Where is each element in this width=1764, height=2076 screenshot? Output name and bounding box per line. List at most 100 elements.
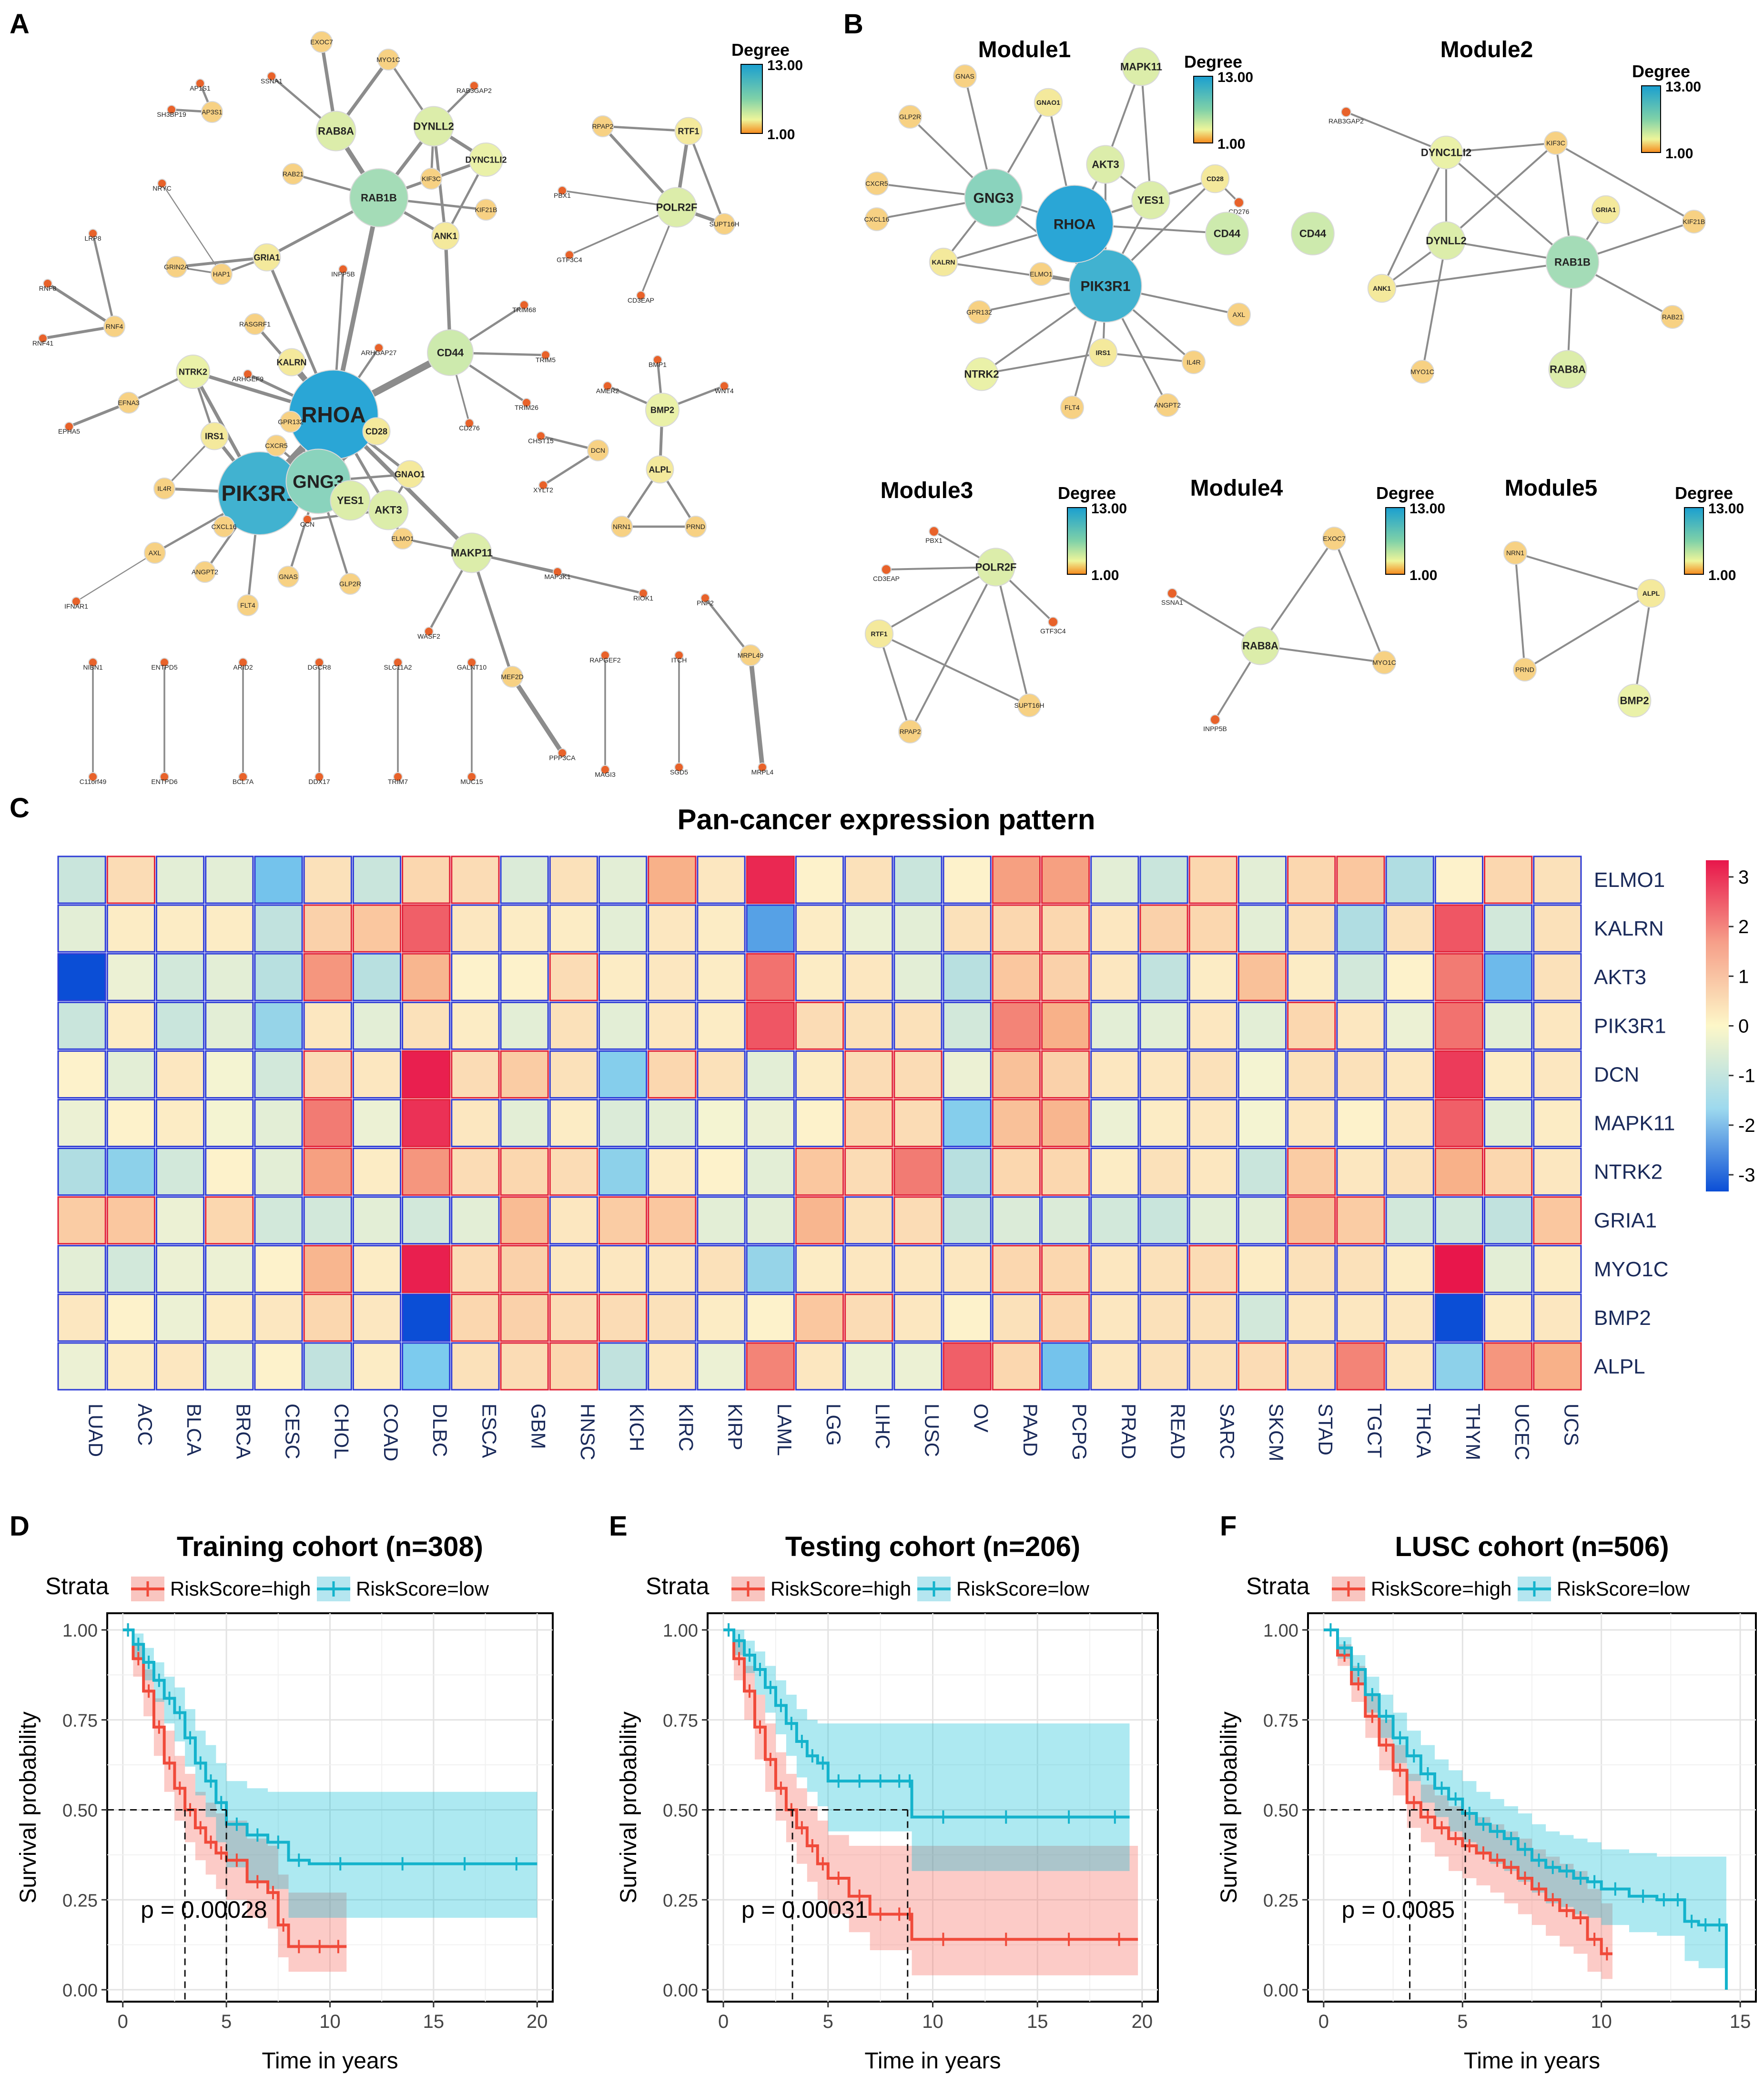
km-xtick-label: 0 <box>118 2011 128 2032</box>
module-label-rhoa: RHOA <box>1054 217 1095 233</box>
km-ytick-label: 1.00 <box>62 1621 98 1641</box>
heatmap-column-label: OV <box>970 1404 993 1433</box>
network-label-trim26: TRIM26 <box>515 404 538 411</box>
module-node-glp2r <box>898 105 922 129</box>
heatmap-cell <box>1484 1050 1533 1099</box>
heatmap-cell <box>598 1245 648 1293</box>
heatmap-cell <box>1090 953 1139 1001</box>
heatmap-cell <box>697 904 746 953</box>
module-label-myo1c: MYO1C <box>1410 368 1434 376</box>
network-node-irs1 <box>200 422 229 450</box>
network-node-bcl7a <box>238 772 248 782</box>
network-label-ssna1: SSNA1 <box>261 77 283 85</box>
network-label-cxcl16: CXCL16 <box>212 523 237 530</box>
km-title: LUSC cohort (n=506) <box>1395 1531 1669 1562</box>
heatmap-cell <box>697 1196 746 1245</box>
network-node-muc15 <box>467 772 476 782</box>
heatmap-cell <box>254 1245 303 1293</box>
network-label-ntrk2: NTRK2 <box>179 367 207 377</box>
heatmap-cell <box>1090 1001 1139 1050</box>
network-node-pbx1 <box>558 186 567 195</box>
heatmap-cell <box>1041 1245 1090 1293</box>
network-node-kif21b <box>475 199 497 221</box>
heatmap-cell <box>1237 1293 1287 1342</box>
network-node-arhgef9 <box>243 369 253 379</box>
survival-lusc-panel: LUSC cohort (n=506) Strata RiskScore=high R… <box>1217 1531 1757 2074</box>
heatmap-cell <box>1287 1148 1336 1196</box>
network-label-dynll2: DYNLL2 <box>413 121 454 132</box>
network-node-mrpl49 <box>740 644 761 666</box>
heatmap-cell <box>451 1001 500 1050</box>
heatmap-cell <box>943 953 992 1001</box>
km-xtick-label: 15 <box>423 2011 445 2032</box>
degree-legend-title: Degree <box>1058 483 1116 503</box>
heatmap-cell <box>254 1148 303 1196</box>
heatmap-cell <box>402 1196 451 1245</box>
km-ytick-label: 0.50 <box>663 1801 698 1821</box>
module-node-myo1c <box>1372 651 1396 674</box>
heatmap-cell <box>1533 1050 1582 1099</box>
heatmap-cell <box>1139 1050 1188 1099</box>
module-node-gtf3c4 <box>1048 617 1058 627</box>
heatmap-cell <box>451 1245 500 1293</box>
heatmap-cell <box>648 1001 697 1050</box>
network-node-entpd6 <box>160 772 169 782</box>
network-label-dcn: DCN <box>591 447 605 454</box>
module-node-gria1 <box>1591 195 1621 224</box>
km-legend-label-low: RiskScore=low <box>356 1577 489 1600</box>
heatmap-cell <box>402 1050 451 1099</box>
heatmap-cell <box>57 1001 106 1050</box>
module-label-cxcr5: CXCR5 <box>865 180 888 187</box>
heatmap-colorbar <box>1706 860 1729 1191</box>
module-node-flt4 <box>1060 396 1084 419</box>
heatmap-cell <box>1090 1148 1139 1196</box>
heatmap-cell <box>549 855 598 904</box>
module-label-cd44: CD44 <box>1299 228 1327 240</box>
heatmap-cell <box>451 1293 500 1342</box>
module-label-kif3c: KIF3C <box>1546 139 1565 147</box>
heatmap-cell <box>57 855 106 904</box>
heatmap-cell <box>893 904 943 953</box>
heatmap-column-label: PRAD <box>1117 1404 1140 1459</box>
heatmap-cell <box>697 1001 746 1050</box>
heatmap-cell <box>992 855 1041 904</box>
module-node-cd276 <box>1234 197 1244 208</box>
heatmap-cell <box>500 904 549 953</box>
degree-legend-min: 1.00 <box>1665 146 1693 162</box>
module-node-ank1 <box>1367 274 1397 303</box>
heatmap-cell <box>746 904 795 953</box>
network-label-mef2d: MEF2D <box>501 673 523 681</box>
heatmap-cell <box>155 1001 205 1050</box>
network-node-alpl <box>646 455 674 484</box>
network-node-ssna1 <box>267 71 276 81</box>
heatmap-cell <box>1287 1342 1336 1391</box>
km-legend-label-high: RiskScore=high <box>170 1577 311 1600</box>
module-label-gnao1: GNAO1 <box>1036 99 1060 106</box>
module-node-mapk11 <box>1122 47 1161 86</box>
module-node-ntrk2 <box>964 357 999 391</box>
heatmap-cell <box>697 1148 746 1196</box>
km-band-low <box>1323 1630 1726 1990</box>
network-label-riok1: RIOK1 <box>633 594 653 602</box>
module-node-cd28 <box>1200 164 1230 193</box>
km-ytick-label: 0.00 <box>62 1981 98 2001</box>
heatmap-cell <box>1533 1196 1582 1245</box>
network-edge <box>161 183 223 275</box>
heatmap-cell <box>1237 1196 1287 1245</box>
heatmap-cell <box>1188 1148 1237 1196</box>
heatmap-cell <box>697 953 746 1001</box>
network-node-nryc <box>157 179 167 188</box>
heatmap-cell <box>1041 1293 1090 1342</box>
network-label-exoc7: EXOC7 <box>310 38 333 46</box>
km-ytick-label: 0.75 <box>62 1711 98 1731</box>
heatmap-colorbar-label: 1 <box>1738 966 1749 987</box>
panel-label-c: C <box>10 793 30 824</box>
heatmap-cell <box>795 953 844 1001</box>
heatmap-cell <box>697 1245 746 1293</box>
network-label-bmp2: BMP2 <box>650 405 674 415</box>
heatmap-cell <box>1188 1196 1237 1245</box>
heatmap-cell <box>1484 1245 1533 1293</box>
network-label-rab3gap2: RAB3GAP2 <box>456 87 492 94</box>
heatmap-cell <box>746 1001 795 1050</box>
heatmap-cell <box>1139 1245 1188 1293</box>
